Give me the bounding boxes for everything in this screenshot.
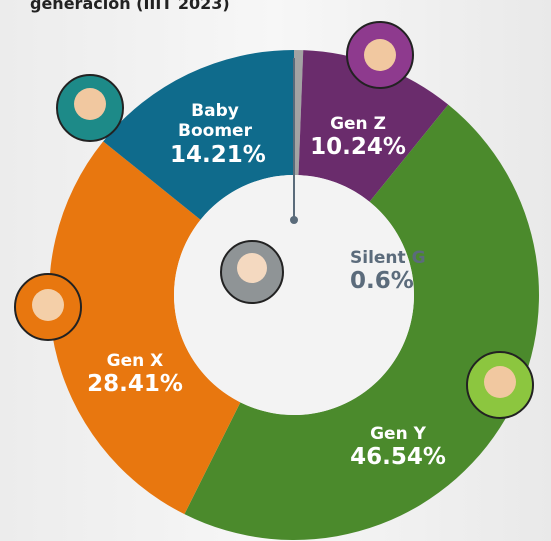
- slice: [184, 104, 539, 540]
- chart-title: generación (IIIT 2023): [30, 0, 230, 13]
- slice-label: Gen Y 46.54%: [350, 424, 446, 472]
- value-label: 14.21%: [170, 141, 266, 168]
- value-label: 10.24%: [310, 134, 406, 161]
- category-name: Gen Y: [370, 424, 426, 445]
- slice-label: Gen X 28.41%: [87, 351, 183, 399]
- slice: [48, 141, 241, 515]
- value-label: 28.41%: [87, 371, 183, 398]
- connector-dot: [290, 216, 298, 224]
- category-name: Gen Z: [330, 114, 386, 135]
- category-name: Silent G: [350, 248, 426, 269]
- avatars: [14, 21, 534, 419]
- donut-hole: [174, 175, 414, 415]
- value-label: 0.6%: [350, 268, 414, 295]
- slice: [294, 50, 304, 176]
- value-label: 46.54%: [350, 444, 446, 471]
- slice-label: Gen Z 10.24%: [310, 114, 406, 162]
- category-name: Baby Boomer: [178, 100, 252, 142]
- category-name: Gen X: [106, 351, 164, 372]
- slice-label: Silent G 0.6%: [350, 248, 426, 296]
- slice-label: Baby Boomer 14.21%: [170, 100, 266, 169]
- slice: [298, 50, 449, 202]
- slice: [103, 50, 294, 220]
